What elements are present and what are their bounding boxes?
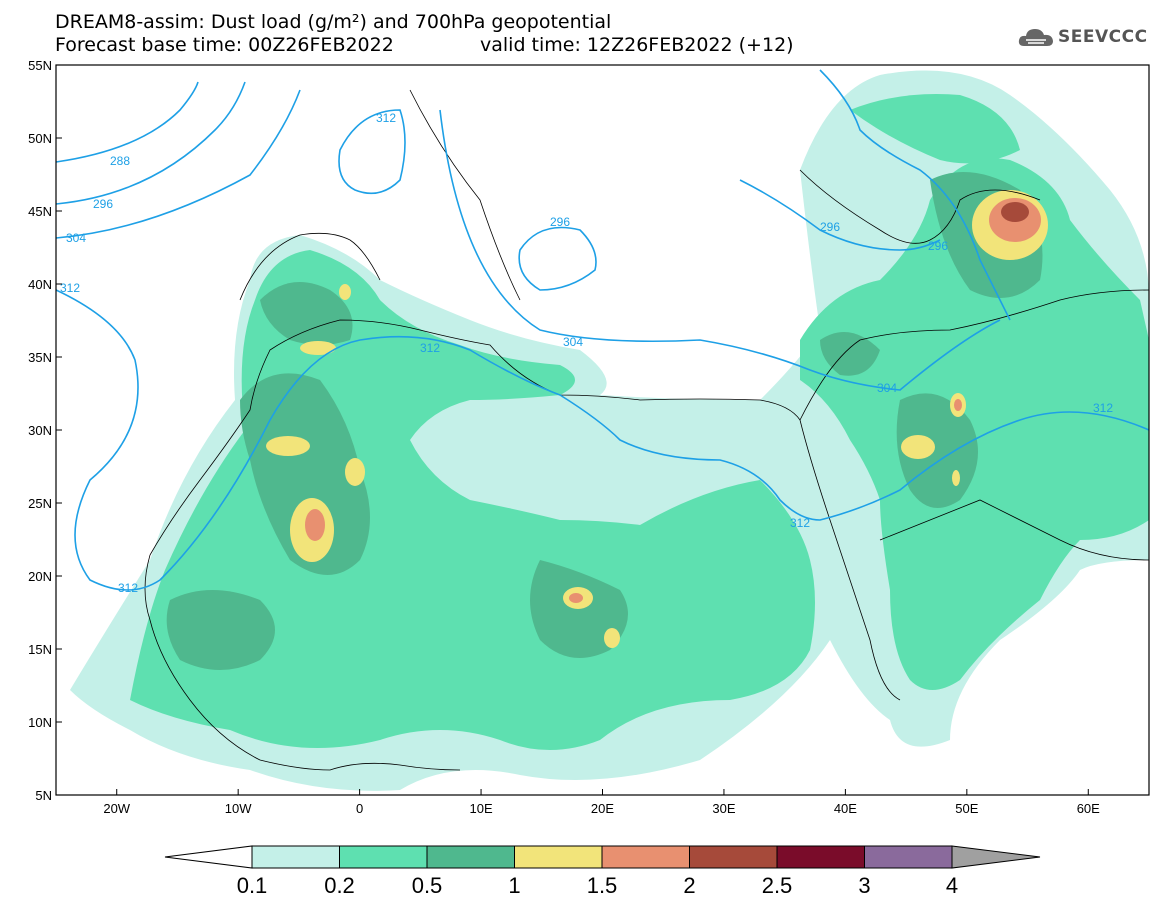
colorbar-over-triangle — [951, 845, 1041, 869]
contour-label: 312 — [1093, 401, 1113, 415]
colorbar-box — [251, 845, 340, 869]
colorbar-box — [514, 845, 603, 869]
longitude-axis: 20W 10W 0 10E 20E 30E 40E 50E 60E — [103, 789, 1100, 816]
contour-label: 312 — [790, 516, 810, 530]
lon-label: 10W — [225, 801, 252, 816]
lat-label: 5N — [35, 788, 52, 803]
colorbar-label: 0.2 — [324, 873, 355, 898]
forecast-base-time: Forecast base time: 00Z26FEB2022 — [55, 34, 394, 56]
colorbar-label: 4 — [946, 873, 958, 898]
dust-level-2 — [1001, 202, 1029, 222]
geopotential-contours — [56, 69, 1149, 591]
lat-label: 40N — [28, 277, 52, 292]
contour-label: 296 — [928, 239, 948, 253]
map-title: DREAM8-assim: Dust load (g/m²) and 700hP… — [55, 11, 612, 33]
contour-label: 296 — [93, 197, 113, 211]
lon-label: 10E — [469, 801, 492, 816]
colorbar-label: 2 — [683, 873, 695, 898]
lat-label: 30N — [28, 423, 52, 438]
colorbar-label: 0.5 — [412, 873, 443, 898]
colorbar-box — [426, 845, 515, 869]
colorbar-label: 3 — [858, 873, 870, 898]
contour-label: 304 — [563, 335, 583, 349]
colorbar-box — [689, 845, 778, 869]
colorbar-box — [864, 845, 953, 869]
seevccc-logo: SEEVCCC — [1018, 26, 1148, 48]
contour-labels: 288 296 304 312 312 312 296 312 304 312 … — [60, 111, 1113, 595]
latitude-axis: 55N 50N 45N 40N 35N 30N 25N 20N 15N 10N 5N — [28, 58, 62, 803]
lon-label: 40E — [834, 801, 857, 816]
contour-label: 312 — [118, 581, 138, 595]
valid-time: valid time: 12Z26FEB2022 (+12) — [480, 34, 794, 56]
colorbar-under-triangle — [164, 845, 253, 869]
colorbar-box — [776, 845, 865, 869]
contour-label: 304 — [877, 381, 897, 395]
lon-label: 60E — [1077, 801, 1100, 816]
coastlines — [144, 89, 1149, 771]
colorbar-label: 0.1 — [237, 873, 268, 898]
contour-label: 312 — [376, 111, 396, 125]
logo-text: SEEVCCC — [1058, 27, 1148, 47]
lat-label: 15N — [28, 642, 52, 657]
colorbar: 0.1 0.2 0.5 1 1.5 2 2.5 3 4 — [164, 845, 1041, 898]
contour-label: 304 — [66, 231, 86, 245]
contour-label: 288 — [110, 154, 130, 168]
colorbar-label: 1 — [508, 873, 520, 898]
lon-label: 20W — [103, 801, 130, 816]
lat-label: 50N — [28, 131, 52, 146]
lat-label: 45N — [28, 204, 52, 219]
cloud-logo-icon — [1018, 29, 1053, 46]
lat-label: 55N — [28, 58, 52, 73]
contour-label: 296 — [820, 220, 840, 234]
colorbar-label: 1.5 — [587, 873, 618, 898]
lat-label: 35N — [28, 350, 52, 365]
lon-label: 30E — [712, 801, 735, 816]
colorbar-box — [601, 845, 690, 869]
colorbar-label: 2.5 — [762, 873, 793, 898]
lat-label: 10N — [28, 715, 52, 730]
colorbar-box — [339, 845, 428, 869]
contour-label: 296 — [550, 215, 570, 229]
contour-label: 312 — [60, 281, 80, 295]
contour-label: 312 — [420, 341, 440, 355]
lon-label: 20E — [591, 801, 614, 816]
lat-label: 25N — [28, 496, 52, 511]
lat-label: 20N — [28, 569, 52, 584]
lon-label: 50E — [955, 801, 978, 816]
lon-label: 0 — [356, 801, 363, 816]
